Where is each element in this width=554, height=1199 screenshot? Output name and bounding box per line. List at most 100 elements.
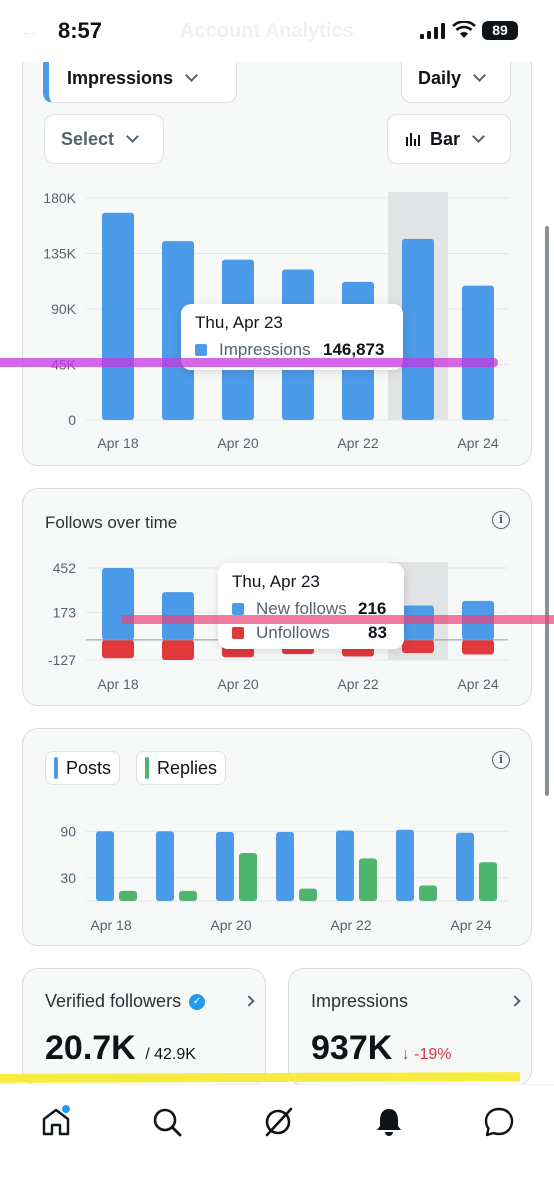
status-bar: ← Account Analytics 8:57 89: [0, 0, 554, 62]
x-tick-label: Apr 20: [210, 917, 251, 933]
bar-replies: [479, 862, 497, 901]
scrollbar[interactable]: [545, 226, 549, 796]
highlight-stroke-yellow: [0, 1072, 521, 1083]
impressions-stat-card[interactable]: Impressions 937K ↓ -19%: [288, 968, 532, 1086]
chevron-right-icon: [243, 995, 255, 1007]
x-tick-label: Apr 24: [457, 435, 498, 451]
verified-badge-icon: ✓: [189, 993, 206, 1010]
x-tick-label: Apr 22: [337, 676, 378, 692]
bar-replies: [419, 885, 437, 901]
chip-label: Posts: [66, 757, 112, 778]
x-tick-label: Apr 22: [330, 917, 371, 933]
cellular-signal-icon: [420, 23, 445, 39]
highlight-stroke-purple: [0, 358, 498, 367]
replies-chip[interactable]: Replies: [136, 751, 227, 785]
tooltip-row-new-follows: New follows: [232, 599, 347, 619]
x-tick-label: Apr 18: [90, 917, 131, 933]
bar-replies: [299, 888, 317, 901]
chevron-right-icon: [509, 995, 521, 1007]
verified-followers-total: / 42.9K: [145, 1046, 196, 1063]
info-icon[interactable]: i: [492, 511, 510, 529]
chevron-down-icon: [126, 129, 139, 143]
legend-swatch: [145, 757, 149, 779]
bottom-tab-bar: [0, 1084, 554, 1199]
wifi-icon: [452, 21, 476, 38]
bar-posts: [96, 831, 114, 901]
search-icon[interactable]: [150, 1105, 184, 1139]
x-tick-label: Apr 18: [97, 676, 138, 692]
bar-unfollows: [162, 639, 194, 660]
impressions-change: ↓ -19%: [401, 1046, 452, 1063]
chevron-down-icon: [472, 129, 485, 143]
impressions-value: 937K: [311, 1029, 393, 1067]
posts-replies-chart-card: Posts Replies i: [22, 728, 532, 946]
y-tick-label: -127: [48, 652, 76, 668]
bar-new-follows: [102, 568, 134, 640]
posts-replies-bar-chart: 30 90 Apr 18 Apr 20 Apr 22 Apr 24: [60, 823, 508, 933]
bar-impressions: [162, 241, 194, 420]
stat-label-text: Impressions: [311, 991, 409, 1011]
tooltip-label: Impressions: [219, 340, 311, 359]
y-tick-label: 180K: [43, 190, 76, 206]
stat-value: 937K ↓ -19%: [311, 1029, 452, 1068]
bar-unfollows: [462, 639, 494, 655]
tooltip-row-impressions: Impressions: [195, 340, 311, 360]
battery-indicator: 89: [482, 21, 518, 40]
bar-unfollows: [102, 639, 134, 659]
verified-followers-card[interactable]: Verified followers ✓ 20.7K / 42.9K: [22, 968, 266, 1086]
legend-swatch: [54, 757, 58, 779]
tooltip-date: Thu, Apr 23: [232, 572, 320, 591]
bar-posts: [396, 829, 414, 901]
bar-posts: [216, 832, 234, 901]
bar-impressions: [462, 285, 494, 420]
chart-type-select[interactable]: Bar: [387, 114, 511, 164]
bar-impressions: [102, 212, 134, 420]
tooltip-value: 83: [368, 623, 387, 642]
x-tick-label: Apr 22: [337, 435, 378, 451]
bar-chart-icon: [406, 133, 420, 146]
bar-replies: [359, 858, 377, 901]
stat-value: 20.7K / 42.9K: [45, 1029, 196, 1068]
tooltip-row-unfollows: Unfollows: [232, 623, 330, 643]
stat-label: Verified followers ✓: [45, 991, 206, 1012]
legend-swatch: [195, 344, 207, 356]
tooltip-label: New follows: [256, 599, 347, 618]
posts-chip[interactable]: Posts: [45, 751, 121, 785]
notifications-icon[interactable]: [372, 1105, 406, 1139]
status-time: 8:57: [58, 18, 103, 43]
tooltip-date: Thu, Apr 23: [195, 313, 283, 332]
chart-type-select-label: Bar: [430, 128, 461, 149]
y-tick-label: 173: [53, 604, 77, 620]
filter-select[interactable]: Select: [44, 114, 164, 164]
messages-icon[interactable]: [482, 1105, 516, 1139]
stat-label-text: Verified followers: [45, 991, 182, 1011]
chevron-down-icon: [185, 68, 198, 82]
back-arrow-icon[interactable]: ←: [20, 20, 40, 42]
tooltip-value: 216: [358, 599, 387, 618]
bar-replies: [179, 890, 197, 901]
y-tick-label: 90K: [51, 301, 77, 317]
x-tick-label: Apr 20: [217, 676, 258, 692]
card-title: Follows over time: [45, 513, 178, 532]
page-title: Account Analytics: [180, 20, 354, 42]
legend-swatch: [232, 627, 244, 639]
tooltip-value: 146,873: [323, 340, 385, 359]
chevron-down-icon: [473, 68, 486, 82]
home-icon[interactable]: [39, 1105, 73, 1139]
bar-posts: [276, 832, 294, 901]
x-tick-label: Apr 24: [450, 917, 491, 933]
bar-posts: [156, 831, 174, 901]
y-tick-label: 135K: [43, 246, 76, 262]
y-tick-label: 30: [60, 870, 76, 886]
bar-replies: [239, 852, 257, 901]
x-tick-label: Apr 20: [217, 435, 258, 451]
bar-unfollows: [402, 639, 434, 654]
info-icon[interactable]: i: [492, 751, 510, 769]
grok-icon[interactable]: [261, 1105, 295, 1139]
y-tick-label: 90: [60, 823, 76, 839]
bar-posts: [336, 830, 354, 901]
bar-impressions: [402, 238, 434, 420]
legend-swatch: [232, 603, 244, 615]
x-tick-label: Apr 24: [457, 676, 498, 692]
follows-tooltip: Thu, Apr 23 New follows 216 Unfollows 83: [218, 563, 404, 649]
